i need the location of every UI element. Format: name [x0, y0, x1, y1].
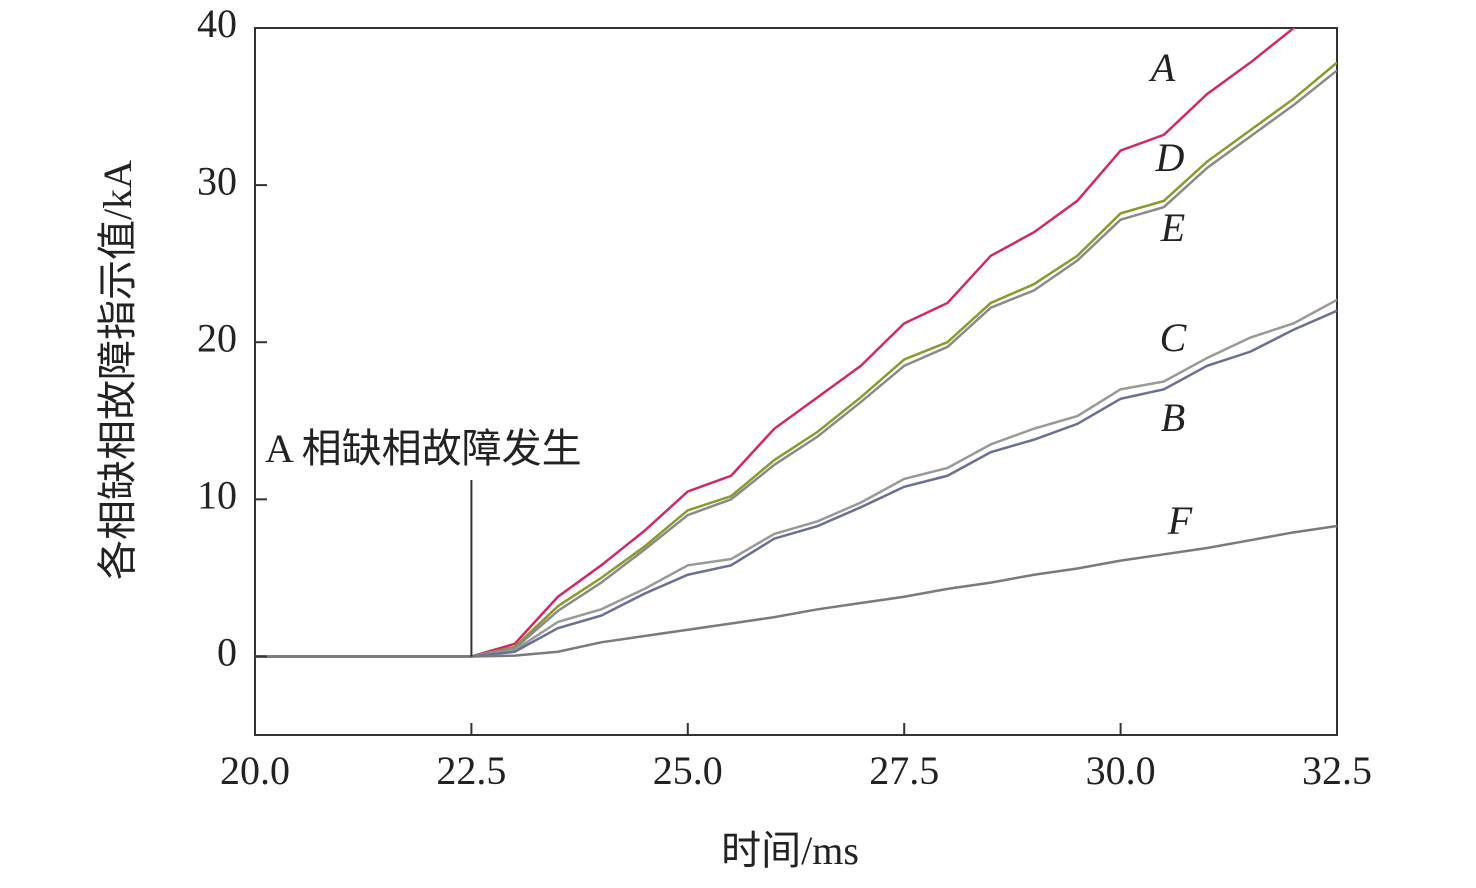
- x-axis-label: 时间/ms: [721, 828, 859, 873]
- y-axis-label: 各相缺相故障指示值/kA: [95, 160, 140, 580]
- x-tick-label: 20.0: [220, 748, 290, 793]
- y-tick-label: 20: [197, 315, 237, 360]
- series-label: D: [1155, 135, 1185, 180]
- y-tick-label: 30: [197, 158, 237, 203]
- series-label: B: [1161, 395, 1185, 440]
- series-label: C: [1160, 315, 1188, 360]
- series-line: [255, 524, 1337, 658]
- series-label: F: [1167, 498, 1193, 543]
- x-tick-label: 32.5: [1302, 748, 1372, 793]
- x-tick-label: 22.5: [436, 748, 506, 793]
- x-tick-label: 25.0: [653, 748, 723, 793]
- x-tick-label: 30.0: [1086, 748, 1156, 793]
- y-tick-label: 10: [197, 473, 237, 518]
- series-line: [255, 309, 1337, 658]
- plot-frame: [254, 27, 1338, 736]
- series-group: [255, 28, 1337, 658]
- series-label: E: [1160, 205, 1185, 250]
- series-label: A: [1148, 45, 1176, 90]
- x-tick-label: 27.5: [869, 748, 939, 793]
- y-tick-label: 0: [217, 630, 237, 675]
- y-tick-label: 40: [197, 1, 237, 46]
- annotation-text: A 相缺相故障发生: [265, 426, 582, 471]
